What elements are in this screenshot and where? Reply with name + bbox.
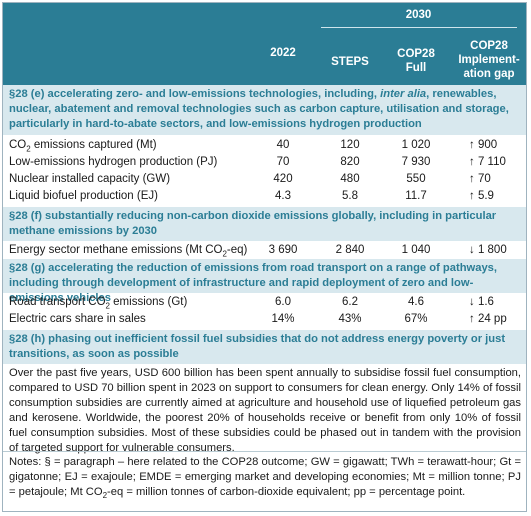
cell-steps: 6.2 [342, 296, 358, 308]
cell-full: 1 040 [401, 244, 431, 256]
header-col-gap-line3: ation gap [463, 68, 515, 80]
table-row: CO2 emissions captured (Mt) 40 120 1 020… [3, 137, 526, 154]
cell-full: 11.7 [405, 190, 427, 202]
row-label: Low-emissions hydrogen production (PJ) [9, 156, 218, 168]
table-row: Liquid biofuel production (EJ) 4.3 5.8 1… [3, 188, 526, 205]
cell-2022: 3 690 [268, 244, 298, 256]
section-heading-e-post: , renewables, nuclear, abatement and rem… [9, 88, 509, 130]
cell-steps: 2 840 [335, 244, 365, 256]
section-heading-e-pre: §28 (e) accelerating zero- and low-emiss… [9, 88, 381, 100]
cell-2022: 14% [271, 313, 295, 325]
cell-gap: ↑ 24 pp [469, 313, 507, 325]
cell-2022: 420 [273, 173, 293, 185]
table-row: Electric cars share in sales 14% 43% 67%… [3, 311, 526, 328]
notes-sub: 2 [102, 491, 108, 501]
cell-steps: 43% [338, 313, 362, 325]
section-heading-e-italic: inter alia [380, 88, 427, 100]
header-col-implementation-gap: COP28 Implement- ation gap [451, 39, 527, 81]
cell-2022: 40 [276, 139, 290, 151]
cell-full: 4.6 [408, 296, 424, 308]
header-col-cop28-full-line1: COP28 [397, 48, 435, 60]
section-heading-h: §28 (h) phasing out inefficient fossil f… [3, 330, 526, 364]
cell-full: 550 [406, 173, 426, 185]
row-label: Road transport CO2 emissions (Gt) [9, 296, 188, 311]
cell-2022: 6.0 [275, 296, 291, 308]
table-row: Low-emissions hydrogen production (PJ) 7… [3, 154, 526, 171]
section-heading-g: §28 (g) accelerating the reduction of em… [3, 259, 526, 304]
section-heading-e: §28 (e) accelerating zero- and low-emiss… [3, 85, 526, 135]
row-label: Energy sector methane emissions (Mt CO2-… [9, 244, 248, 259]
row-label: Nuclear installed capacity (GW) [9, 173, 171, 185]
cell-full: 7 930 [401, 156, 431, 168]
cell-2022: 4.3 [275, 190, 291, 202]
header-divider [321, 27, 517, 28]
header-col-cop28-full-line2: Full [405, 62, 427, 74]
row-label: CO2 emissions captured (Mt) [9, 139, 157, 154]
header-col-steps: STEPS [331, 56, 369, 68]
cell-full: 1 020 [401, 139, 431, 151]
table-row: Road transport CO2 emissions (Gt) 6.0 6.… [3, 294, 526, 311]
section-h-paragraph: Over the past five years, USD 600 billio… [9, 367, 521, 454]
cell-gap: ↑ 900 [469, 139, 498, 151]
cell-gap: ↓ 1 800 [469, 244, 507, 256]
cell-gap: ↑ 5.9 [469, 190, 494, 202]
header-col-gap-line2: Implement- [458, 54, 520, 66]
cell-steps: 480 [340, 173, 360, 185]
cell-full: 67% [404, 313, 428, 325]
row-label: Electric cars share in sales [9, 313, 146, 325]
header-year-2030: 2030 [405, 9, 432, 21]
header-col-gap-line1: COP28 [470, 40, 508, 52]
cell-gap: ↑ 7 110 [469, 156, 506, 168]
row-label: Liquid biofuel production (EJ) [9, 190, 158, 202]
section-heading-f: §28 (f) substantially reducing non-carbo… [3, 207, 526, 241]
table-row: Nuclear installed capacity (GW) 420 480 … [3, 171, 526, 188]
cell-gap: ↓ 1.6 [469, 296, 494, 308]
cell-2022: 70 [276, 156, 290, 168]
cell-gap: ↑ 70 [469, 173, 491, 185]
cell-steps: 5.8 [342, 190, 358, 202]
table-header: 2030 2022 STEPS COP28 Full COP28 Impleme… [3, 3, 526, 85]
notes-text-post: -eq = million tonnes of carbon-dioxide e… [107, 486, 466, 498]
header-col-2022: 2022 [270, 47, 296, 59]
cop28-table: 2030 2022 STEPS COP28 Full COP28 Impleme… [2, 2, 527, 512]
header-col-cop28-full: COP28 Full [384, 47, 448, 75]
notes: Notes: § = paragraph – here related to t… [9, 455, 521, 503]
cell-steps: 820 [340, 156, 360, 168]
notes-divider [3, 451, 526, 452]
notes-text-pre: Notes: § = paragraph – here related to t… [9, 456, 521, 498]
cell-steps: 120 [340, 139, 360, 151]
table-row: Energy sector methane emissions (Mt CO2-… [3, 242, 526, 259]
